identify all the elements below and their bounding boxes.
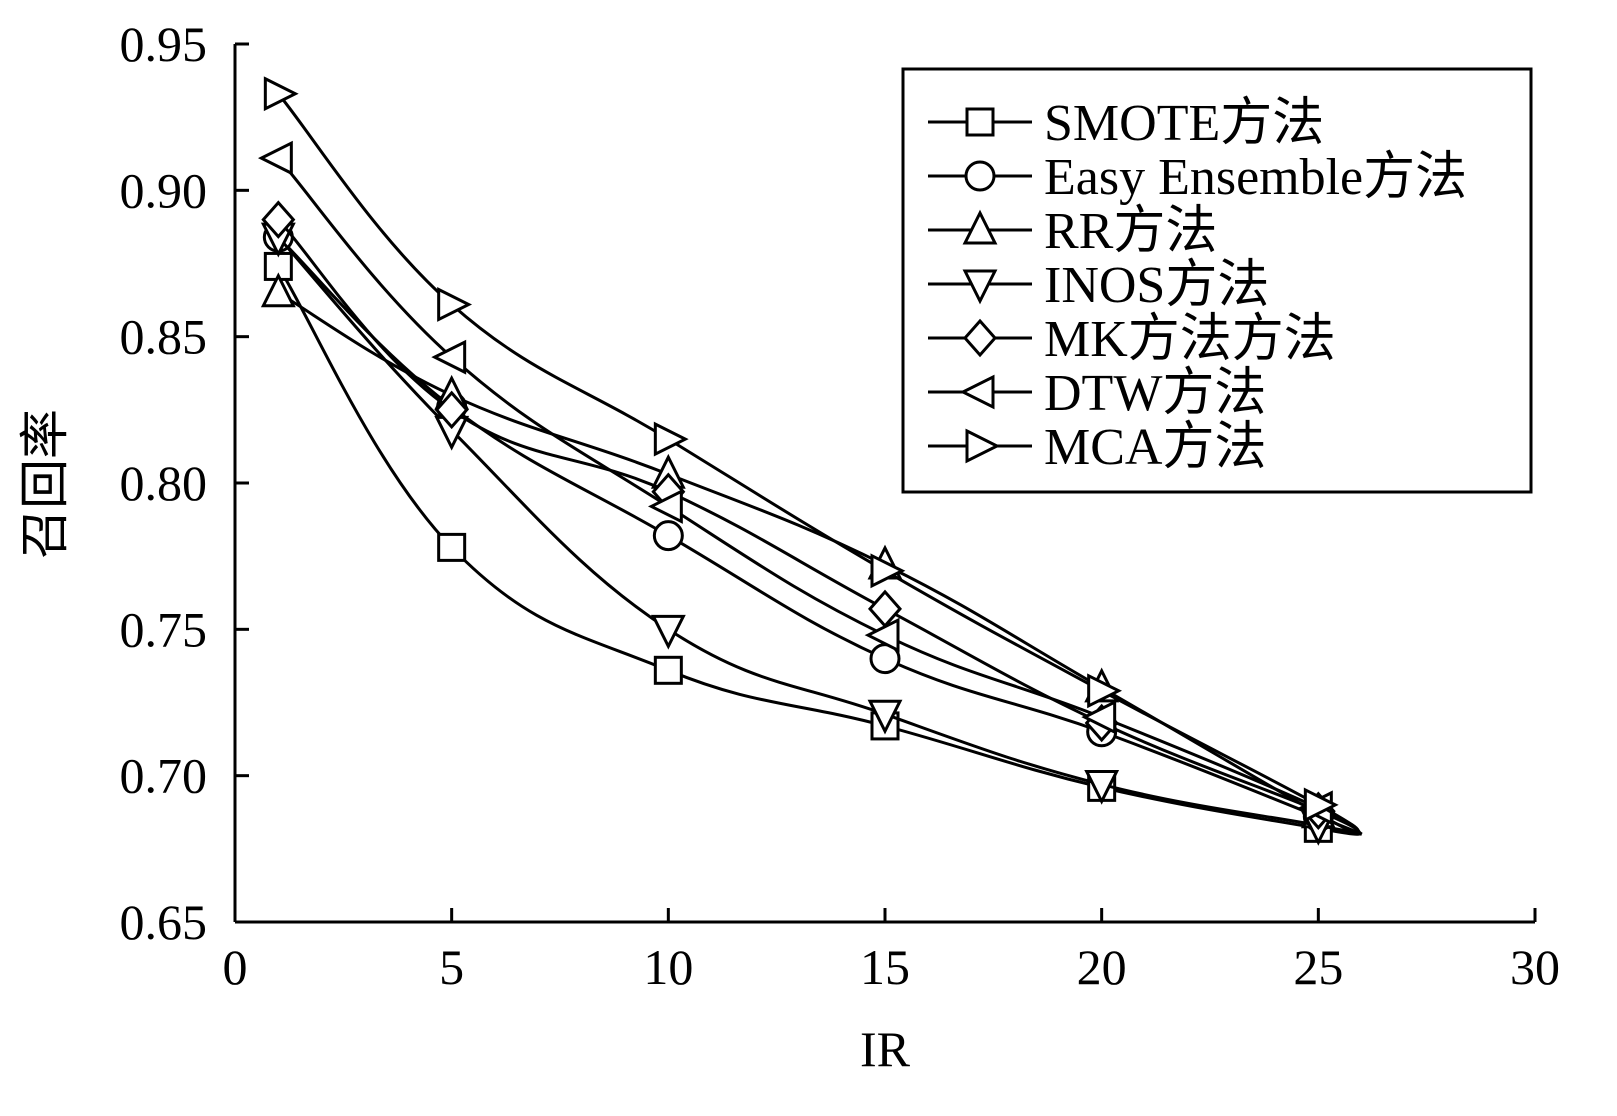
marker-diamond xyxy=(261,200,296,239)
x-tick-label: 20 xyxy=(1077,939,1127,995)
marker-triangle-left xyxy=(1081,699,1117,735)
marker-circle xyxy=(652,520,684,552)
x-tick-label: 30 xyxy=(1510,939,1560,995)
marker-triangle-left xyxy=(864,617,900,653)
y-tick-label: 0.65 xyxy=(120,894,208,950)
legend-item: MK方法方法 xyxy=(928,311,1336,368)
marker-triangle-up xyxy=(260,272,296,308)
y-ticks: 0.65 0.70 0.75 0.80 0.85 0.90 0.95 xyxy=(120,16,249,950)
marker-triangle-right xyxy=(437,287,473,322)
y-axis-title: 召回率 xyxy=(17,409,73,559)
legend-item: SMOTE方法 xyxy=(928,95,1324,152)
legend-box xyxy=(901,67,1533,494)
marker-triangle-right xyxy=(653,421,689,457)
x-tick-label: 25 xyxy=(1293,939,1343,995)
marker-triangle-down xyxy=(1084,769,1120,805)
series-line xyxy=(277,157,1363,836)
y-tick-label: 0.70 xyxy=(120,748,208,804)
marker-triangle-left xyxy=(647,488,683,524)
y-tick-label: 0.75 xyxy=(120,601,208,657)
legend-label: SMOTE方法 xyxy=(1044,95,1324,152)
legend-label: INOS方法 xyxy=(1044,257,1269,314)
legend-item: INOS方法 xyxy=(928,257,1269,314)
x-axis-title: IR xyxy=(860,1021,911,1077)
y-tick-label: 0.90 xyxy=(120,162,208,218)
x-tick-label: 0 xyxy=(223,939,248,995)
x-tick-label: 5 xyxy=(439,939,464,995)
y-tick-label: 0.95 xyxy=(120,16,208,72)
x-tick-label: 15 xyxy=(860,939,910,995)
legend-item: Easy Ensemble方法 xyxy=(928,149,1467,206)
marker-diamond xyxy=(962,318,998,358)
marker-square xyxy=(437,532,467,562)
legend-item: DTW方法 xyxy=(928,365,1266,422)
marker-triangle-right xyxy=(1303,787,1339,823)
marker-triangle-down xyxy=(962,269,998,305)
legend-label: MK方法方法 xyxy=(1044,311,1336,368)
marker-diamond xyxy=(434,390,469,430)
series-line xyxy=(277,218,1363,836)
marker-triangle-right xyxy=(263,76,299,112)
legend-label: Easy Ensemble方法 xyxy=(1044,149,1467,206)
legend-label: MCA方法 xyxy=(1044,419,1266,476)
marker-triangle-right xyxy=(1087,673,1123,709)
series-triangle-down xyxy=(260,222,1362,846)
x-ticks: 0 5 10 15 20 25 30 xyxy=(223,908,1560,995)
marker-square xyxy=(653,655,683,685)
series-group xyxy=(257,76,1363,846)
marker-triangle-right xyxy=(965,428,1001,464)
y-tick-label: 0.80 xyxy=(120,455,208,511)
marker-triangle-down xyxy=(650,614,686,650)
marker-triangle-left xyxy=(257,140,293,176)
legend-label: DTW方法 xyxy=(1044,365,1266,422)
marker-triangle-left xyxy=(959,374,995,410)
legend-label: RR方法 xyxy=(1044,203,1217,260)
marker-square xyxy=(965,107,995,137)
x-tick-label: 10 xyxy=(643,939,693,995)
marker-circle xyxy=(964,160,996,192)
series-triangle-right xyxy=(263,76,1363,836)
marker-triangle-left xyxy=(431,339,467,375)
legend-item: RR方法 xyxy=(928,203,1217,260)
marker-triangle-up xyxy=(962,209,998,245)
marker-triangle-right xyxy=(870,553,906,589)
y-tick-label: 0.85 xyxy=(120,309,208,365)
series-line xyxy=(277,265,1362,836)
legend-item: MCA方法 xyxy=(928,419,1266,476)
marker-triangle-down xyxy=(867,699,903,735)
